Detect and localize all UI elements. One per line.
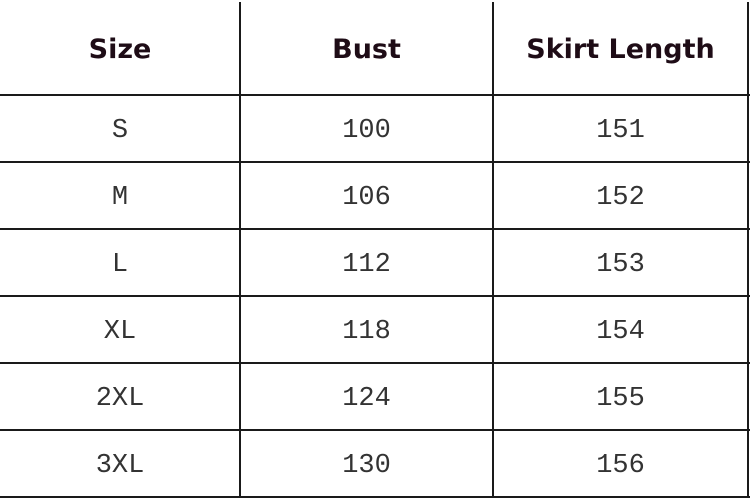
cell-size: S bbox=[111, 115, 129, 146]
table-row: L 112 153 bbox=[0, 230, 750, 297]
cell-bust: 124 bbox=[342, 383, 391, 414]
cell-skirt-length: 152 bbox=[596, 182, 645, 213]
cell-skirt-length: 151 bbox=[596, 115, 645, 146]
cell-skirt-length: 156 bbox=[596, 450, 645, 481]
cell-skirt-length: 154 bbox=[596, 316, 645, 347]
cell-bust: 106 bbox=[342, 182, 391, 213]
header-size: Size bbox=[88, 33, 152, 65]
header-bust: Bust bbox=[332, 33, 401, 65]
cell-size: L bbox=[111, 249, 129, 280]
column-divider bbox=[239, 2, 241, 497]
cell-skirt-length: 155 bbox=[596, 383, 645, 414]
table-row: S 100 151 bbox=[0, 96, 750, 163]
cell-size: 2XL bbox=[95, 383, 145, 414]
cell-size: XL bbox=[103, 316, 137, 347]
table-row: 3XL 130 156 bbox=[0, 431, 750, 498]
column-divider bbox=[492, 2, 494, 497]
cell-bust: 100 bbox=[342, 115, 391, 146]
cell-bust: 130 bbox=[342, 450, 391, 481]
cell-size: 3XL bbox=[95, 450, 145, 481]
cell-bust: 112 bbox=[342, 249, 391, 280]
header-skirt-length: Skirt Length bbox=[526, 33, 715, 65]
table-row: XL 118 154 bbox=[0, 297, 750, 364]
header-row: Size Bust Skirt Length bbox=[0, 0, 750, 96]
column-divider bbox=[747, 2, 749, 497]
cell-size: M bbox=[111, 182, 129, 213]
cell-skirt-length: 153 bbox=[596, 249, 645, 280]
cell-bust: 118 bbox=[342, 316, 391, 347]
table-row: 2XL 124 155 bbox=[0, 364, 750, 431]
table-row: M 106 152 bbox=[0, 163, 750, 230]
